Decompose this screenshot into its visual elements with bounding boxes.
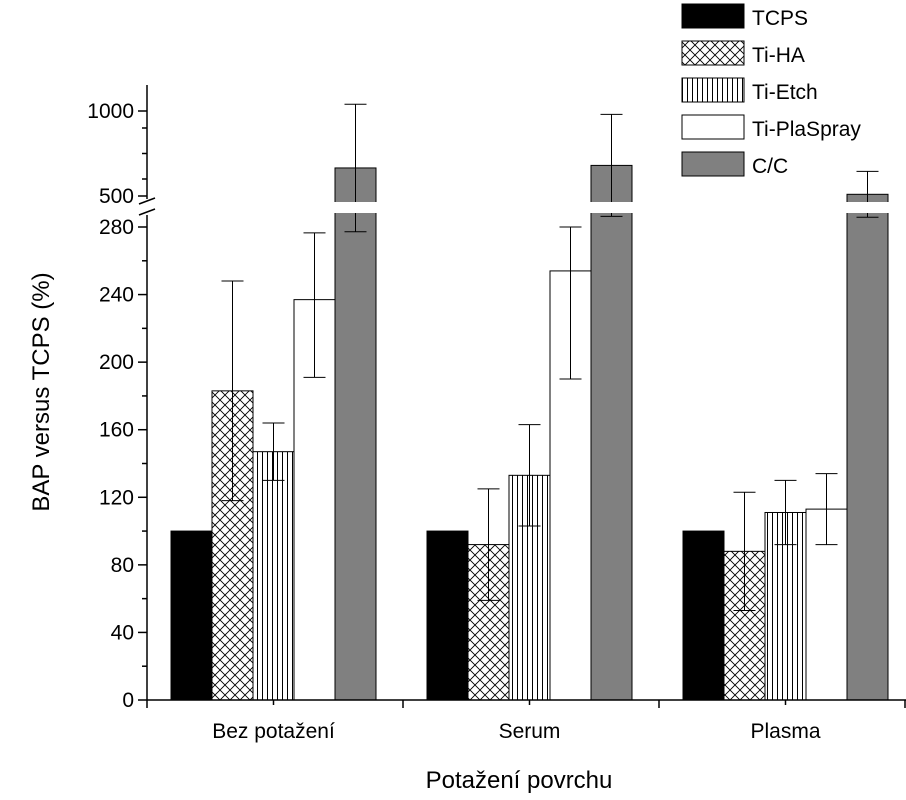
legend-label: Ti-PlaSpray <box>752 118 861 141</box>
y-axis-title: BAP versus TCPS (%) <box>28 272 55 511</box>
x-axis: Bez potažení Serum Plasma <box>146 699 906 743</box>
axis-break-mark-bottom <box>138 208 156 216</box>
bar-tcps-2 <box>682 530 725 701</box>
error-bar <box>477 488 500 601</box>
x-tick-label: Plasma <box>750 720 820 743</box>
error-bar <box>733 491 756 611</box>
bar-tcps-1 <box>426 530 469 701</box>
bar-c-c-1 <box>590 164 633 701</box>
error-bars-layer <box>149 103 906 611</box>
error-bar <box>518 424 541 527</box>
error-bar <box>262 422 285 481</box>
y-tick-label: 240 <box>99 284 134 307</box>
error-bar <box>559 226 582 380</box>
error-bar <box>774 479 797 546</box>
y-tick-label: 1000 <box>87 100 134 123</box>
y-tick-label: 500 <box>99 185 134 208</box>
x-tick-label: Serum <box>499 720 561 743</box>
legend-item: Ti-HA <box>681 40 805 67</box>
legend-item: C/C <box>681 151 788 178</box>
legend-label: Ti-HA <box>752 44 805 67</box>
legend-swatch <box>681 114 745 140</box>
legend-label: C/C <box>752 155 788 178</box>
legend-item: TCPS <box>681 3 808 30</box>
bar-c-c-2 <box>846 193 889 701</box>
y-axis: 0 40 80 120 160 200 240 280 500 1000 <box>87 85 156 712</box>
error-bar <box>815 473 838 546</box>
y-ticks: 0 40 80 120 160 200 240 280 500 1000 <box>87 100 147 712</box>
y-tick-label: 0 <box>122 689 134 712</box>
x-axis-title: Potažení povrchu <box>426 767 613 794</box>
x-ticks: Bez potažení Serum Plasma <box>146 700 906 743</box>
legend: TCPS Ti-HA Ti-Etch Ti-PlaSpray C/C <box>681 3 861 178</box>
y-tick-label: 200 <box>99 351 134 374</box>
bar-ti-etch-0 <box>252 451 295 701</box>
legend-label: TCPS <box>752 7 808 30</box>
y-tick-label: 160 <box>99 419 134 442</box>
legend-swatch <box>681 3 745 29</box>
x-tick-label: Bez potažení <box>212 720 335 743</box>
legend-swatch <box>681 151 745 177</box>
legend-item: Ti-PlaSpray <box>681 114 861 141</box>
y-tick-label: 280 <box>99 216 134 239</box>
legend-swatch <box>681 77 745 103</box>
bar-c-c-0 <box>334 167 377 701</box>
bar-tcps-0 <box>170 530 213 701</box>
y-tick-label: 40 <box>111 621 134 644</box>
y-tick-label: 120 <box>99 486 134 509</box>
axis-break-mark-top <box>138 197 156 205</box>
y-tick-label: 80 <box>111 554 134 577</box>
legend-label: Ti-Etch <box>752 81 818 104</box>
error-bar <box>600 113 623 217</box>
axis-break-gap <box>149 202 906 213</box>
error-bar <box>303 232 326 378</box>
legend-item: Ti-Etch <box>681 77 818 104</box>
error-bar <box>221 280 244 502</box>
legend-swatch <box>681 40 745 66</box>
